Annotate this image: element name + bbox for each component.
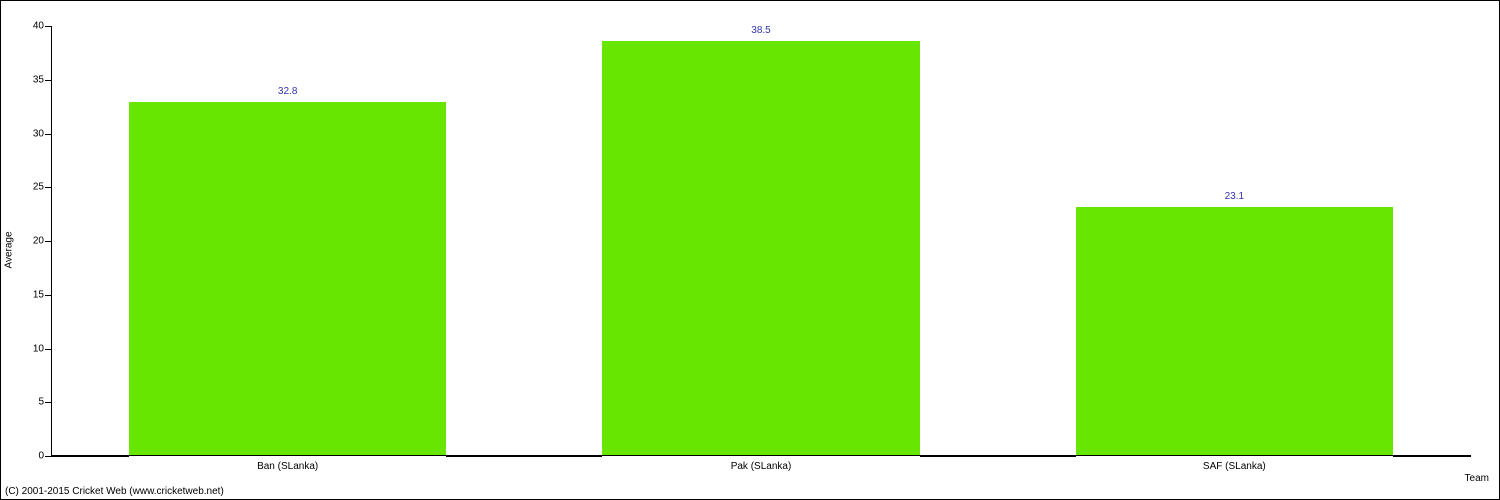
- bar: [602, 41, 919, 455]
- y-tick: [45, 26, 51, 27]
- y-tick-label: 5: [16, 397, 44, 408]
- x-baseline-segment: [446, 456, 602, 457]
- y-tick-label: 15: [16, 289, 44, 300]
- copyright-text: (C) 2001-2015 Cricket Web (www.cricketwe…: [5, 486, 224, 497]
- bar-value-label: 23.1: [1225, 191, 1244, 202]
- y-axis-title: Average: [4, 231, 15, 268]
- x-axis-title: Team: [1465, 473, 1489, 484]
- x-axis-line: [51, 455, 1471, 456]
- x-baseline-segment: [1393, 456, 1471, 457]
- x-baseline-segment: [920, 456, 1076, 457]
- y-tick: [45, 349, 51, 350]
- y-tick: [45, 402, 51, 403]
- y-axis-line: [51, 26, 52, 456]
- plot-area: 051015202530354032.8Ban (SLanka)38.5Pak …: [51, 26, 1471, 456]
- bar: [1076, 207, 1393, 455]
- y-tick: [45, 187, 51, 188]
- y-tick: [45, 134, 51, 135]
- y-tick-label: 25: [16, 182, 44, 193]
- x-tick-label: Ban (SLanka): [257, 461, 318, 472]
- bar-value-label: 38.5: [751, 25, 770, 36]
- y-tick-label: 0: [16, 451, 44, 462]
- x-baseline-segment: [51, 456, 129, 457]
- y-tick: [45, 295, 51, 296]
- bar: [129, 102, 446, 455]
- y-tick-label: 10: [16, 343, 44, 354]
- y-tick: [45, 80, 51, 81]
- y-tick: [45, 241, 51, 242]
- x-tick-label: SAF (SLanka): [1203, 461, 1266, 472]
- chart-container: Average 051015202530354032.8Ban (SLanka)…: [0, 0, 1500, 500]
- x-tick-label: Pak (SLanka): [731, 461, 792, 472]
- y-tick-label: 35: [16, 74, 44, 85]
- y-tick-label: 40: [16, 21, 44, 32]
- y-tick-label: 30: [16, 128, 44, 139]
- y-tick-label: 20: [16, 236, 44, 247]
- bar-value-label: 32.8: [278, 86, 297, 97]
